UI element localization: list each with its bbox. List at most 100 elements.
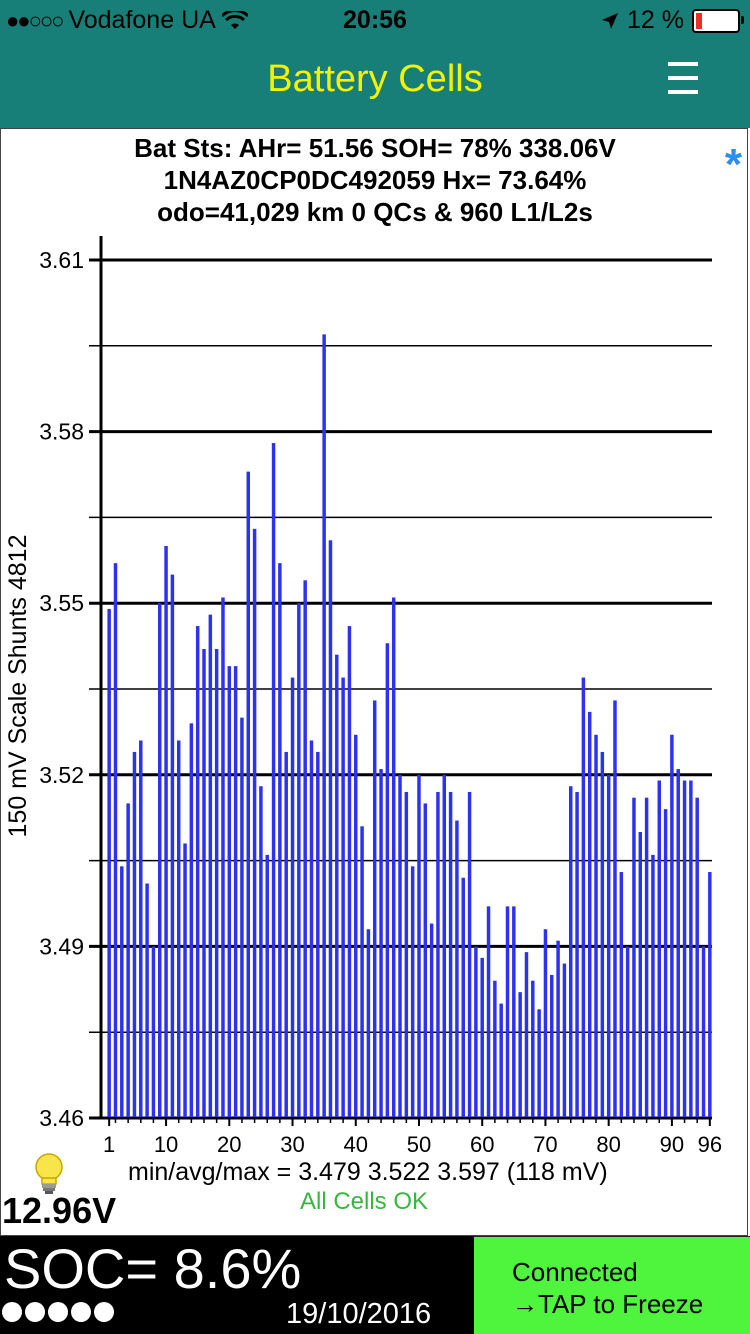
cell-bar-74 xyxy=(568,786,573,1118)
battery-status-line: Bat Sts: AHr= 51.56 SOH= 78% 338.06V xyxy=(134,133,616,163)
hamburger-menu-icon[interactable] xyxy=(668,56,698,100)
x-tick-label: 1 xyxy=(103,1132,115,1157)
battery-group: 12 % xyxy=(601,6,744,35)
cell-bar-92 xyxy=(682,780,687,1118)
carrier-group: ●●○○○ Vodafone UA xyxy=(6,6,248,35)
asterisk-button[interactable]: * xyxy=(724,140,742,189)
cell-bar-20 xyxy=(227,666,232,1118)
cell-bar-64 xyxy=(505,906,510,1118)
x-tick-labels: 1 10 20 30 40 50 60 70 80 90 96 xyxy=(103,1118,722,1157)
date-label: 19/10/2016 xyxy=(286,1298,432,1330)
cell-bar-72 xyxy=(556,940,560,1118)
cell-bar-93 xyxy=(689,780,693,1118)
cell-bar-86 xyxy=(644,797,649,1118)
y-tick-labels: 3.61 3.58 3.55 3.52 3.49 3.46 xyxy=(39,247,84,1131)
cell-bar-1 xyxy=(107,608,111,1118)
cell-bar-66 xyxy=(518,992,522,1118)
cell-bar-50 xyxy=(417,774,421,1118)
lightbulb-icon[interactable] xyxy=(32,1152,66,1196)
cell-bar-52 xyxy=(429,923,434,1118)
cell-bar-42 xyxy=(366,929,371,1118)
cell-bar-13 xyxy=(183,843,187,1118)
cell-bar-81 xyxy=(613,700,617,1118)
cell-bar-77 xyxy=(587,711,592,1118)
cell-bar-24 xyxy=(252,528,257,1118)
page-title: Battery Cells xyxy=(267,58,483,100)
cell-bar-96 xyxy=(708,872,712,1118)
cell-bar-49 xyxy=(410,866,415,1118)
cell-bars xyxy=(107,334,712,1118)
cell-bar-9 xyxy=(158,603,162,1118)
cell-bar-46 xyxy=(391,597,396,1118)
battery-percent: 12 % xyxy=(627,6,684,34)
cell-bar-2 xyxy=(113,563,118,1118)
x-tick-label: 80 xyxy=(596,1132,620,1157)
cell-bar-61 xyxy=(486,906,491,1118)
vin-line: 1N4AZ0CP0DC492059 Hx= 73.64% xyxy=(163,165,587,195)
x-tick-label: 50 xyxy=(407,1132,431,1157)
cell-bar-70 xyxy=(543,929,548,1118)
cell-bar-15 xyxy=(195,626,200,1118)
y-tick-label: 3.61 xyxy=(39,247,84,273)
carrier-name: Vodafone UA xyxy=(68,6,216,34)
cell-bar-35 xyxy=(322,334,326,1118)
cell-bar-16 xyxy=(202,648,206,1118)
x-tick-label: 40 xyxy=(344,1132,368,1157)
x-tick-label: 10 xyxy=(154,1132,178,1157)
cell-bar-22 xyxy=(240,717,244,1118)
cell-bar-85 xyxy=(638,832,643,1118)
page-indicator-dots[interactable] xyxy=(2,1302,114,1322)
cell-bar-17 xyxy=(208,614,213,1118)
x-tick-label: 90 xyxy=(660,1132,684,1157)
cell-bar-48 xyxy=(404,791,409,1118)
cell-voltage-chart[interactable]: 3.61 3.58 3.55 3.52 3.49 3.46 1 10 20 30 40 50 60 70… xyxy=(0,0,750,1160)
cell-bar-75 xyxy=(575,791,579,1118)
cell-bar-38 xyxy=(341,677,345,1118)
cell-bar-94 xyxy=(695,797,699,1118)
cell-bar-14 xyxy=(189,723,194,1118)
cell-bar-60 xyxy=(480,957,484,1118)
cell-bar-69 xyxy=(537,1009,541,1118)
y-tick-label: 3.58 xyxy=(39,419,84,445)
cell-bar-3 xyxy=(120,866,124,1118)
cell-bar-31 xyxy=(297,603,301,1118)
cell-bar-53 xyxy=(436,791,440,1118)
cell-bar-36 xyxy=(328,540,333,1118)
cell-bar-59 xyxy=(474,946,478,1118)
cell-bar-5 xyxy=(132,751,137,1118)
y-tick-label: 3.49 xyxy=(39,933,84,959)
status-bar: ●●○○○ Vodafone UA 20:56 12 % xyxy=(0,0,750,42)
aux-battery-voltage: 12.96V xyxy=(2,1190,117,1231)
cell-bar-56 xyxy=(455,820,459,1118)
cell-bar-82 xyxy=(619,872,624,1118)
connection-freeze-button[interactable]: Connected →TAP to Freeze xyxy=(474,1236,750,1334)
cell-bar-58 xyxy=(467,791,472,1118)
tap-to-freeze-label: →TAP to Freeze xyxy=(512,1289,704,1319)
connection-status: Connected xyxy=(512,1257,638,1287)
battery-icon xyxy=(692,8,744,33)
y-tick-label: 3.55 xyxy=(39,590,84,616)
x-tick-label: 70 xyxy=(533,1132,557,1157)
cell-bar-12 xyxy=(176,740,181,1118)
cell-bar-7 xyxy=(145,883,149,1118)
cell-bar-57 xyxy=(461,877,465,1118)
cell-bar-90 xyxy=(670,734,674,1118)
cell-bar-41 xyxy=(360,826,364,1118)
cell-bar-65 xyxy=(512,906,516,1118)
cell-bar-32 xyxy=(303,580,307,1118)
status-time: 20:56 xyxy=(343,6,407,34)
cell-bar-29 xyxy=(284,751,288,1118)
cell-bar-73 xyxy=(562,963,567,1118)
cell-bar-47 xyxy=(398,774,402,1118)
location-arrow-icon xyxy=(602,12,619,29)
cell-bar-62 xyxy=(493,980,497,1118)
y-tick-label: 3.52 xyxy=(39,762,84,788)
cell-bar-67 xyxy=(524,952,529,1118)
cell-bar-45 xyxy=(385,643,390,1118)
cell-bar-18 xyxy=(214,648,219,1118)
wifi-icon xyxy=(221,10,248,29)
cell-bar-88 xyxy=(657,780,661,1118)
cell-bar-34 xyxy=(316,751,320,1118)
cell-bar-28 xyxy=(278,563,282,1118)
nav-bar: Battery Cells xyxy=(0,42,750,128)
